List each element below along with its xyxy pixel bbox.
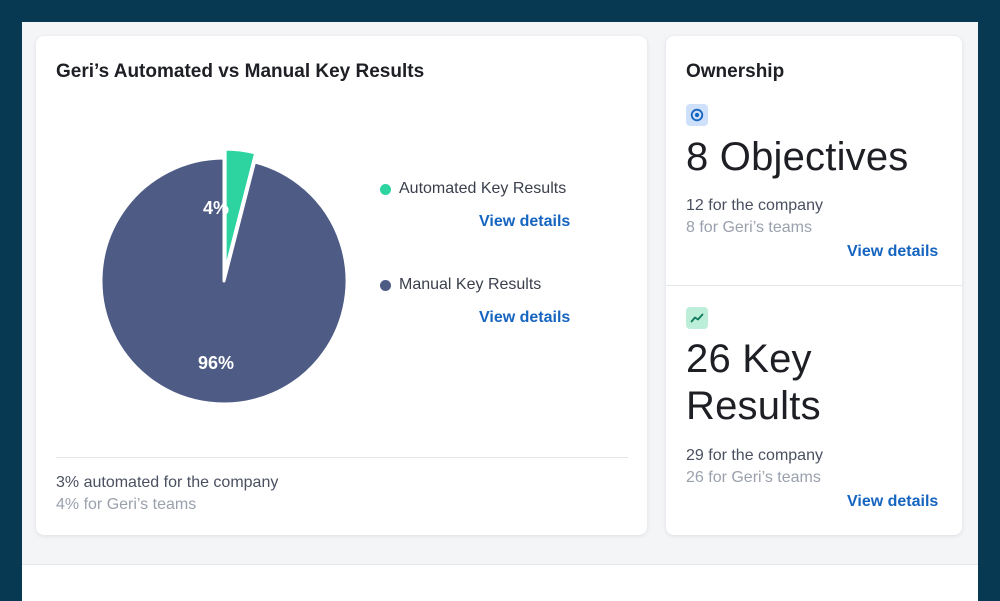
objectives-teams-stat: 8 for Geri’s teams [686, 219, 812, 236]
manual-color-dot [380, 279, 391, 291]
legend-manual-label: Manual Key Results [399, 276, 542, 293]
ownership-divider [666, 285, 962, 286]
pie-label-manual: 96% [198, 353, 234, 373]
legend-manual: Manual Key Results [380, 276, 541, 294]
trend-line-icon [686, 307, 708, 329]
ownership-card: Ownership 8 Objectives 12 for the compan… [666, 36, 962, 535]
key-results-view-details-link[interactable]: View details [847, 493, 939, 510]
teams-automation-stat: 4% for Geri’s teams [56, 496, 197, 513]
automated-color-dot [380, 183, 391, 195]
key-results-count-line1: 26 Key [686, 337, 812, 381]
automation-card-title: Geri’s Automated vs Manual Key Results [56, 61, 425, 82]
automation-pie-chart: 4% 96% [99, 147, 349, 406]
ownership-card-title: Ownership [686, 61, 785, 82]
legend-automated: Automated Key Results [380, 180, 566, 198]
automation-card: Geri’s Automated vs Manual Key Results 4… [36, 36, 647, 535]
key-results-count-line2: Results [686, 384, 821, 428]
target-icon [686, 104, 708, 126]
pie-slice-manual [99, 156, 349, 406]
manual-view-details-link[interactable]: View details [479, 309, 571, 326]
company-automation-stat: 3% automated for the company [56, 474, 279, 491]
key-results-teams-stat: 26 for Geri’s teams [686, 469, 821, 486]
key-results-company-stat: 29 for the company [686, 447, 823, 464]
objectives-company-stat: 12 for the company [686, 197, 823, 214]
legend-automated-label: Automated Key Results [399, 180, 567, 197]
objectives-view-details-link[interactable]: View details [847, 243, 939, 260]
pie-label-automated: 4% [203, 198, 229, 218]
dashboard-panel: Geri’s Automated vs Manual Key Results 4… [22, 22, 978, 601]
automation-card-divider [56, 457, 628, 458]
next-section-strip [22, 564, 978, 601]
objectives-count: 8 Objectives [686, 135, 909, 179]
automated-view-details-link[interactable]: View details [479, 213, 571, 230]
